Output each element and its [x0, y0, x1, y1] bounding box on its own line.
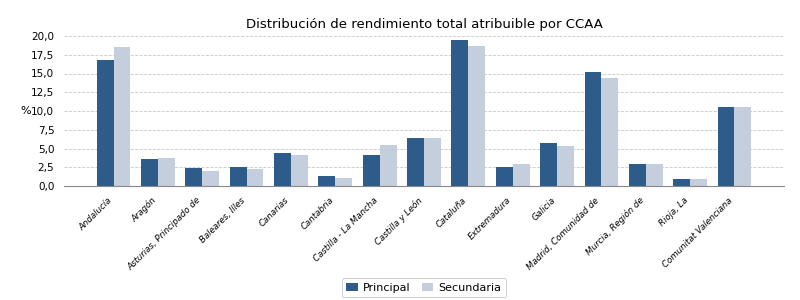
Bar	[291, 155, 308, 186]
Bar	[335, 178, 352, 186]
Bar	[674, 179, 690, 186]
Bar	[734, 106, 751, 186]
Bar	[496, 167, 513, 186]
Bar	[186, 168, 202, 186]
Bar	[557, 146, 574, 186]
Legend: Principal, Secundaria: Principal, Secundaria	[342, 278, 506, 297]
Bar	[380, 145, 397, 186]
Bar	[274, 153, 291, 186]
Bar	[585, 72, 602, 186]
Bar	[97, 60, 114, 186]
Bar	[602, 78, 618, 186]
Bar	[513, 164, 530, 186]
Title: Distribución de rendimiento total atribuible por CCAA: Distribución de rendimiento total atribu…	[246, 18, 602, 31]
Bar	[646, 164, 662, 186]
Bar	[202, 171, 219, 186]
Bar	[424, 138, 441, 186]
Bar	[158, 158, 174, 186]
Bar	[468, 46, 485, 186]
Y-axis label: %: %	[20, 106, 30, 116]
Bar	[407, 138, 424, 186]
Bar	[540, 143, 557, 186]
Bar	[690, 179, 707, 186]
Bar	[141, 159, 158, 186]
Bar	[718, 106, 734, 186]
Bar	[451, 40, 468, 186]
Bar	[363, 154, 380, 186]
Bar	[230, 167, 246, 186]
Bar	[629, 164, 646, 186]
Bar	[114, 47, 130, 186]
Bar	[318, 176, 335, 186]
Bar	[246, 169, 263, 186]
